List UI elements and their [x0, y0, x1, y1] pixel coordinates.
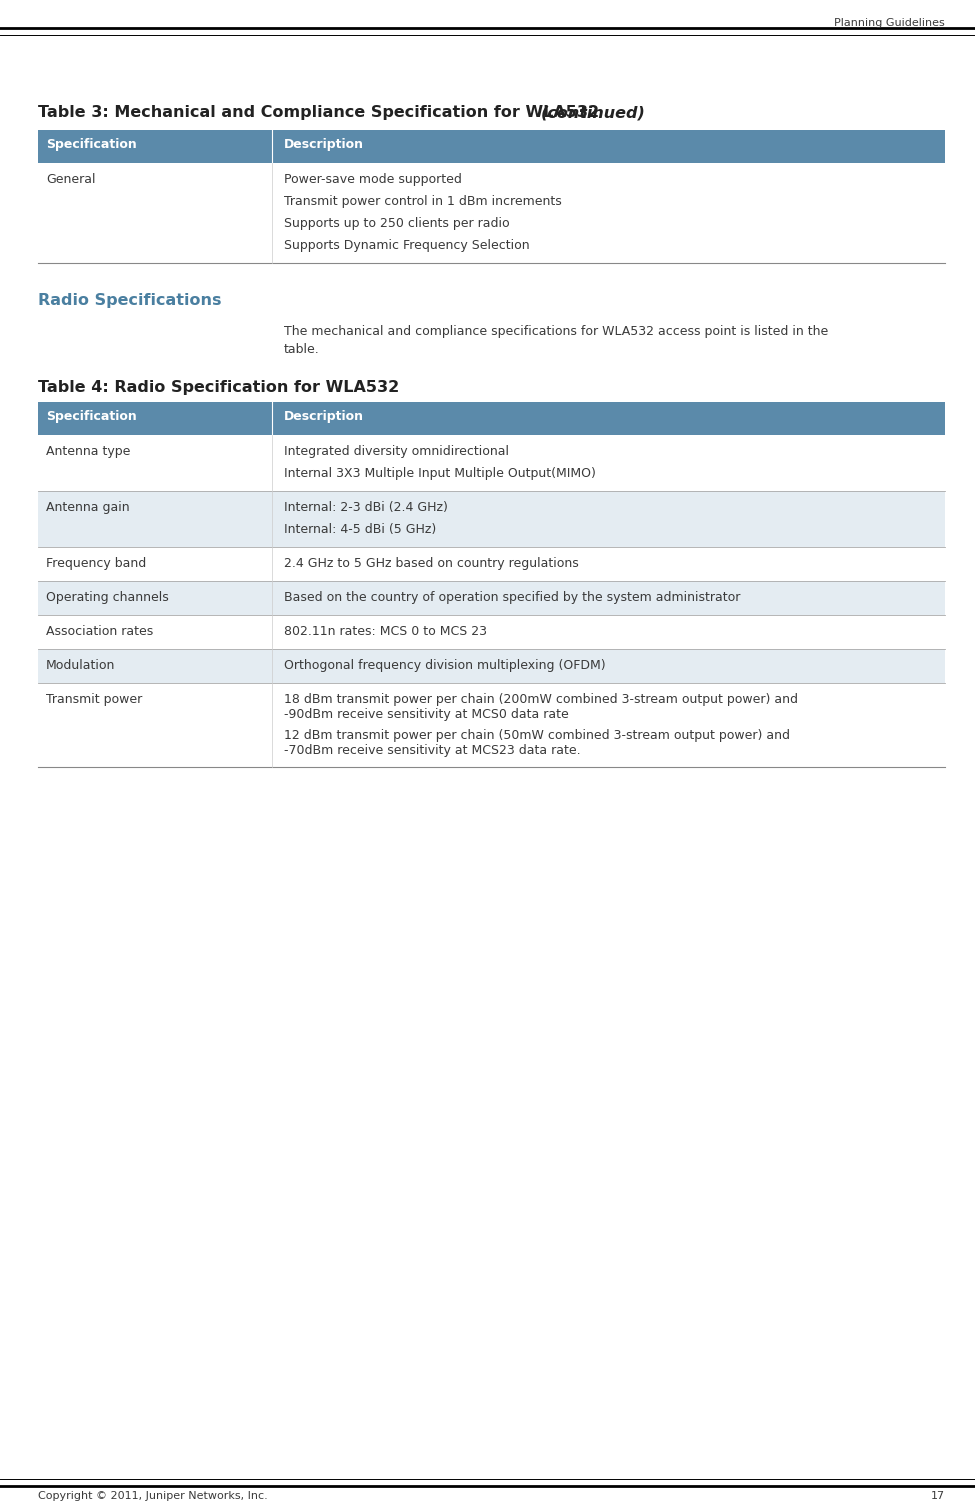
Text: Description: Description	[284, 409, 364, 423]
Text: table.: table.	[284, 343, 320, 357]
Text: Internal 3X3 Multiple Input Multiple Output(MIMO): Internal 3X3 Multiple Input Multiple Out…	[284, 467, 596, 480]
Text: Table 3: Mechanical and Compliance Specification for WLA532: Table 3: Mechanical and Compliance Speci…	[38, 104, 604, 119]
Text: Specification: Specification	[46, 138, 136, 151]
Text: (continued): (continued)	[541, 104, 645, 119]
Text: 17: 17	[931, 1491, 945, 1500]
Text: Modulation: Modulation	[46, 659, 115, 672]
FancyBboxPatch shape	[38, 130, 945, 163]
Text: 2.4 GHz to 5 GHz based on country regulations: 2.4 GHz to 5 GHz based on country regula…	[284, 558, 579, 570]
Text: Supports Dynamic Frequency Selection: Supports Dynamic Frequency Selection	[284, 239, 529, 252]
Text: Internal: 4-5 dBi (5 GHz): Internal: 4-5 dBi (5 GHz)	[284, 523, 436, 536]
Text: The mechanical and compliance specifications for WLA532 access point is listed i: The mechanical and compliance specificat…	[284, 325, 828, 338]
FancyBboxPatch shape	[38, 683, 945, 768]
Text: Transmit power: Transmit power	[46, 694, 142, 706]
Text: General: General	[46, 172, 96, 186]
FancyBboxPatch shape	[38, 435, 945, 491]
FancyBboxPatch shape	[38, 402, 945, 435]
Text: Transmit power control in 1 dBm increments: Transmit power control in 1 dBm incremen…	[284, 195, 562, 209]
Text: Operating channels: Operating channels	[46, 591, 169, 604]
FancyBboxPatch shape	[38, 491, 945, 547]
Text: 18 dBm transmit power per chain (200mW combined 3-stream output power) and
-90dB: 18 dBm transmit power per chain (200mW c…	[284, 694, 798, 721]
Text: Radio Specifications: Radio Specifications	[38, 293, 221, 308]
Text: Planning Guidelines: Planning Guidelines	[835, 18, 945, 29]
FancyBboxPatch shape	[38, 582, 945, 615]
Text: 802.11n rates: MCS 0 to MCS 23: 802.11n rates: MCS 0 to MCS 23	[284, 626, 487, 638]
Text: Power-save mode supported: Power-save mode supported	[284, 172, 462, 186]
Text: Association rates: Association rates	[46, 626, 153, 638]
FancyBboxPatch shape	[38, 163, 945, 263]
FancyBboxPatch shape	[38, 615, 945, 650]
Text: Supports up to 250 clients per radio: Supports up to 250 clients per radio	[284, 218, 510, 230]
Text: Antenna type: Antenna type	[46, 446, 131, 458]
Text: Antenna gain: Antenna gain	[46, 502, 130, 514]
Text: Orthogonal frequency division multiplexing (OFDM): Orthogonal frequency division multiplexi…	[284, 659, 605, 672]
Text: Copyright © 2011, Juniper Networks, Inc.: Copyright © 2011, Juniper Networks, Inc.	[38, 1491, 268, 1500]
Text: Description: Description	[284, 138, 364, 151]
Text: Based on the country of operation specified by the system administrator: Based on the country of operation specif…	[284, 591, 740, 604]
FancyBboxPatch shape	[38, 650, 945, 683]
Text: Frequency band: Frequency band	[46, 558, 146, 570]
Text: Integrated diversity omnidirectional: Integrated diversity omnidirectional	[284, 446, 509, 458]
Text: Internal: 2-3 dBi (2.4 GHz): Internal: 2-3 dBi (2.4 GHz)	[284, 502, 448, 514]
FancyBboxPatch shape	[38, 547, 945, 582]
Text: 12 dBm transmit power per chain (50mW combined 3-stream output power) and
-70dBm: 12 dBm transmit power per chain (50mW co…	[284, 728, 790, 757]
Text: Table 4: Radio Specification for WLA532: Table 4: Radio Specification for WLA532	[38, 379, 399, 394]
Text: Specification: Specification	[46, 409, 136, 423]
